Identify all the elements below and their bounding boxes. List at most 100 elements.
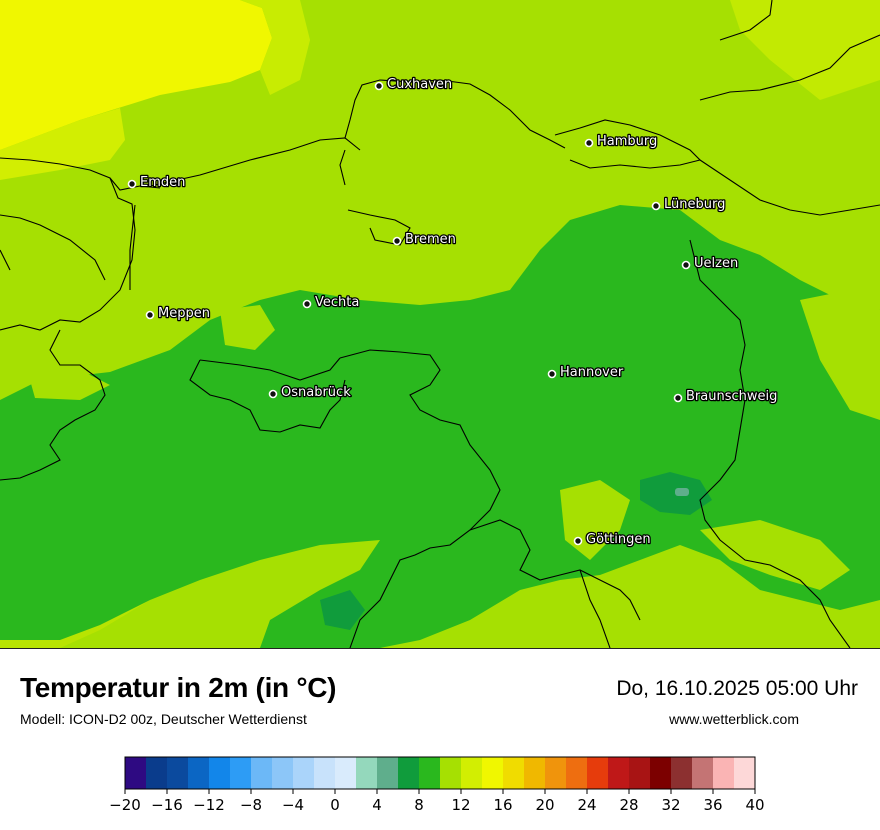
borders-and-coastlines xyxy=(0,0,880,648)
city-dot xyxy=(302,299,312,309)
city-dot xyxy=(145,310,155,320)
city-cuxhaven: Cuxhaven xyxy=(374,76,453,93)
field-green-core xyxy=(0,205,880,648)
legend-swatch xyxy=(167,757,189,789)
color-legend: −20 −16 −12 −8 −4 0 4 8 12 16 20 24 28 32 36 40 xyxy=(100,755,780,820)
legend-swatch xyxy=(419,757,441,789)
legend-tick-label: 4 xyxy=(372,796,382,814)
city-osnabrueck: Osnabrück xyxy=(268,384,352,401)
city-label: Hannover xyxy=(560,365,624,380)
legend-swatch xyxy=(188,757,210,789)
city-label: Uelzen xyxy=(694,256,738,271)
field-light-patch-harz-s xyxy=(700,520,850,590)
legend-swatch xyxy=(398,757,420,789)
city-label: Braunschweig xyxy=(686,389,777,404)
city-label: Lüneburg xyxy=(664,197,725,212)
city-dot xyxy=(374,81,384,91)
legend-swatch xyxy=(545,757,567,789)
legend-swatch xyxy=(251,757,273,789)
legend-swatch xyxy=(566,757,588,789)
legend-swatch xyxy=(440,757,462,789)
field-light-patch-west xyxy=(30,370,110,400)
city-dot xyxy=(673,393,683,403)
city-label: Cuxhaven xyxy=(387,77,452,92)
legend-swatch xyxy=(482,757,504,789)
legend-swatch xyxy=(377,757,399,789)
city-vechta: Vechta xyxy=(302,294,361,311)
legend-swatch xyxy=(461,757,483,789)
legend-tick-label: 24 xyxy=(577,796,596,814)
field-dark-green-south xyxy=(320,590,365,630)
field-teal-harz xyxy=(675,488,689,496)
legend-swatch xyxy=(650,757,672,789)
field-light-patch-vechta xyxy=(220,305,275,350)
legend-tick-label: 12 xyxy=(451,796,470,814)
city-lueneburg: Lüneburg xyxy=(651,196,727,213)
legend-tick-label: −12 xyxy=(193,796,225,814)
city-dot xyxy=(573,536,583,546)
legend-swatch xyxy=(293,757,315,789)
field-light-patch-east xyxy=(800,290,880,420)
map-title: Temperatur in 2m (in °C) xyxy=(20,672,337,703)
legend-tick-label: 28 xyxy=(619,796,638,814)
city-hamburg: Hamburg xyxy=(584,133,659,150)
legend-tick-label: 8 xyxy=(414,796,424,814)
legend-swatch xyxy=(314,757,336,789)
field-yellow-north-sea xyxy=(0,0,272,150)
legend-tick-label: −20 xyxy=(109,796,141,814)
city-uelzen: Uelzen xyxy=(681,255,739,272)
legend-swatch xyxy=(692,757,714,789)
legend-tick-label: −16 xyxy=(151,796,183,814)
legend-swatch xyxy=(713,757,735,789)
city-meppen: Meppen xyxy=(145,305,211,322)
legend-tick-label: 16 xyxy=(493,796,512,814)
legend-swatch xyxy=(524,757,546,789)
legend-tick-label: −4 xyxy=(282,796,304,814)
legend-svg: −20 −16 −12 −8 −4 0 4 8 12 16 20 24 28 32 36 40 xyxy=(109,756,765,814)
legend-swatch xyxy=(587,757,609,789)
city-dot xyxy=(127,179,137,189)
legend-frame xyxy=(124,756,756,790)
legend-swatch xyxy=(671,757,693,789)
legend-swatch xyxy=(125,757,147,789)
city-label: Vechta xyxy=(315,295,359,310)
model-info: Modell: ICON-D2 00z, Deutscher Wetterdie… xyxy=(20,711,307,727)
city-dot xyxy=(392,236,402,246)
legend-swatch xyxy=(209,757,231,789)
city-dot xyxy=(651,201,661,211)
temperature-map: Cuxhaven Hamburg Emden Lüneburg Bremen U… xyxy=(0,0,880,649)
legend-swatch xyxy=(335,757,357,789)
city-label: Bremen xyxy=(405,232,456,247)
city-goettingen: Göttingen xyxy=(573,531,652,548)
legend-swatch xyxy=(230,757,252,789)
legend-swatch xyxy=(629,757,651,789)
city-markers: Cuxhaven Hamburg Emden Lüneburg Bremen U… xyxy=(127,76,779,548)
city-label: Hamburg xyxy=(597,134,657,149)
city-dot xyxy=(547,369,557,379)
legend-swatch xyxy=(146,757,168,789)
legend-tick-label: −8 xyxy=(240,796,262,814)
city-bremen: Bremen xyxy=(392,231,457,248)
city-emden: Emden xyxy=(127,174,187,191)
city-dot xyxy=(681,260,691,270)
field-lime-cuxhaven xyxy=(240,0,310,95)
city-label: Meppen xyxy=(158,306,210,321)
field-green-sw-patch xyxy=(0,450,100,500)
city-dot xyxy=(268,389,278,399)
legend-swatch xyxy=(734,757,756,789)
city-label: Emden xyxy=(140,175,185,190)
valid-datetime: Do, 16.10.2025 05:00 Uhr xyxy=(616,677,858,700)
legend-swatch xyxy=(356,757,378,789)
city-braunschweig: Braunschweig xyxy=(673,388,779,405)
field-yellow-green-ne xyxy=(730,0,880,100)
city-dot xyxy=(584,138,594,148)
field-lime-coast xyxy=(0,108,125,180)
city-label: Osnabrück xyxy=(281,385,351,400)
legend-tick-label: 32 xyxy=(661,796,680,814)
city-hannover: Hannover xyxy=(547,364,625,381)
legend-swatch xyxy=(503,757,525,789)
legend-swatch xyxy=(608,757,630,789)
legend-tick-label: 0 xyxy=(330,796,340,814)
city-label: Göttingen xyxy=(586,532,651,547)
legend-swatch xyxy=(272,757,294,789)
